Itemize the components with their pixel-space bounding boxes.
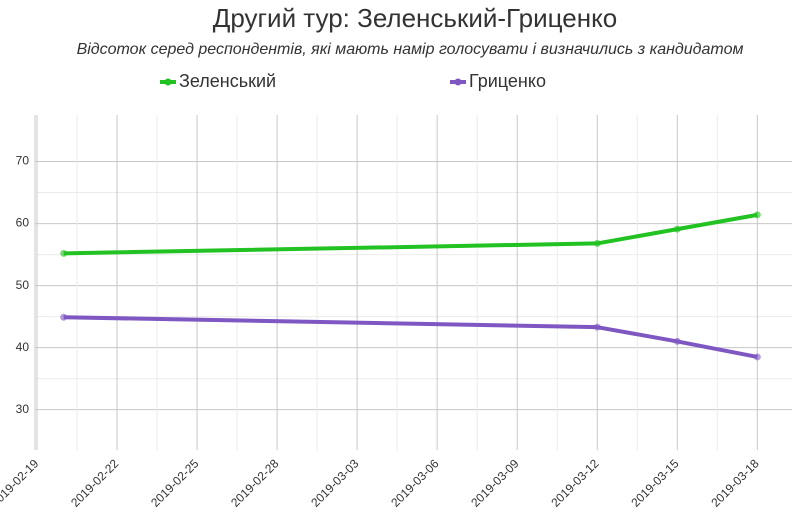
y-tick-label: 30 [16, 402, 30, 416]
chart-subtitle: Відсоток серед респондентів, які мають н… [77, 41, 744, 58]
x-tick-label: 2019-02-22 [68, 456, 122, 510]
x-tick-label: 2019-03-09 [468, 456, 522, 510]
x-tick-label: 2019-03-12 [548, 456, 602, 510]
data-point [593, 239, 601, 247]
data-point [673, 337, 681, 345]
x-tick-label: 2019-03-15 [628, 456, 682, 510]
legend-label: Гриценко [469, 71, 546, 91]
x-tick-label: 2019-03-06 [388, 456, 442, 510]
y-tick-label: 60 [16, 216, 30, 230]
legend-label: Зеленський [179, 71, 276, 91]
x-tick-label: 2019-02-25 [148, 456, 202, 510]
x-tick-label: 2019-02-19 [0, 456, 42, 510]
y-tick-label: 40 [16, 340, 30, 354]
data-point [673, 225, 681, 233]
data-point [753, 353, 761, 361]
y-tick-label: 50 [16, 278, 30, 292]
y-tick-label: 70 [16, 154, 30, 168]
x-tick-label: 2019-03-03 [308, 456, 362, 510]
data-point [60, 313, 68, 321]
data-line [63, 212, 758, 256]
data-line [63, 315, 758, 359]
data-point [593, 323, 601, 331]
legend-marker [454, 78, 462, 86]
x-tick-label: 2019-02-28 [228, 456, 282, 510]
chart-title: Другий тур: Зеленський-Гриценко [213, 3, 617, 33]
x-tick-label: 2019-03-18 [708, 456, 762, 510]
data-point [60, 249, 68, 257]
legend-marker [164, 78, 172, 86]
data-point [753, 211, 761, 219]
